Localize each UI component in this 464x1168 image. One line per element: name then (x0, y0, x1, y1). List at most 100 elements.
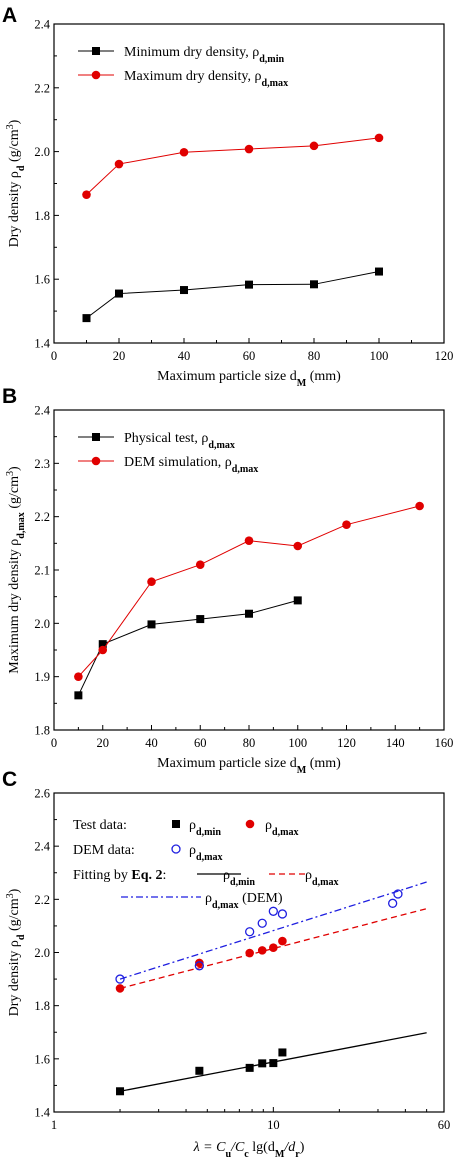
x-tick-label: 60 (438, 1118, 451, 1132)
legend-entry-2: DEM simulation, ρd,max (78, 455, 258, 475)
series-line (86, 271, 380, 319)
fit-line-fit-dem (119, 881, 427, 980)
plot-frame (53, 409, 445, 731)
data-point (375, 267, 383, 276)
series-1 (74, 596, 302, 700)
data-point (196, 615, 205, 624)
data-point (147, 620, 156, 629)
x-tick-label: 40 (145, 736, 158, 750)
legend-label-dem-max-part: d,max (196, 852, 223, 863)
x-axis-label-part: M (297, 378, 307, 389)
data-point (415, 501, 424, 511)
legend-entry-2: Maximum dry density, ρd,max (78, 69, 288, 89)
y-axis-label-part: 3 (5, 893, 16, 898)
legend-label-test-max-part: d,max (272, 827, 299, 838)
series-line (77, 599, 298, 696)
x-tick-label: 80 (308, 349, 321, 363)
y-tick-label: 1.6 (34, 1052, 50, 1066)
y-tick-label: 2.0 (34, 617, 50, 631)
x-axis-label-part: (mm) (306, 369, 341, 384)
y-axis-label-part: Dry density ρ (7, 940, 22, 1016)
legend-label-part: DEM simulation, ρ (124, 455, 232, 470)
legend-label-fit-dem-part: d,max (212, 900, 239, 911)
x-axis-label-part: Maximum particle size d (157, 756, 297, 771)
data-point (278, 936, 287, 946)
y-tick-label: 2.2 (34, 510, 50, 524)
legend-label-test-min-part: d,min (196, 827, 221, 838)
data-point (293, 541, 303, 551)
y-tick-label: 1.8 (34, 999, 50, 1013)
series-2 (74, 501, 424, 681)
data-point (74, 672, 83, 681)
y-axis-label: Dry density ρd (g/cm3) (5, 119, 27, 247)
y-axis-label-part: ) (7, 888, 22, 893)
y-axis-label-part: d (16, 934, 27, 940)
legend-label-dem-max-part: ρ (189, 843, 196, 858)
legend-dem-label-part: DEM data: (73, 843, 135, 858)
x-tick-label: 40 (178, 349, 191, 363)
series-2 (82, 133, 384, 199)
legend-label-fit-min: ρd,min (223, 868, 255, 888)
legend-test-label-part: Test data: (73, 818, 127, 833)
data-point (245, 280, 253, 289)
y-axis-label-part: (g/cm (7, 898, 22, 934)
series-line (78, 505, 420, 678)
data-point (245, 609, 253, 618)
legend-entry-1: Physical test, ρd,max (78, 431, 235, 451)
legend-dem-label: DEM data: (73, 843, 135, 858)
x-axis-label-part: u (225, 1149, 231, 1160)
data-point (147, 577, 156, 587)
data-point (115, 984, 125, 993)
y-axis-label: Dry density ρd (g/cm3) (5, 888, 27, 1016)
legend-label: Physical test, ρd,max (124, 431, 235, 451)
data-point (114, 159, 124, 169)
panel-letter: B (2, 385, 17, 408)
y-tick-label: 2.2 (34, 81, 50, 95)
y-tick-label: 1.9 (34, 670, 50, 684)
data-point (74, 691, 83, 700)
legend-label-fit-min-part: d,min (230, 877, 255, 888)
y-tick-label: 2.6 (34, 787, 50, 801)
data-point (180, 286, 188, 295)
x-axis-label-part: /d (283, 1140, 296, 1155)
chart-panel-c: C 1 10 60 1.4 1.6 1.8 2.0 2.2 2.4 2.6 λ = Cu/Cc lg(… (2, 768, 450, 1160)
data-point (195, 1066, 204, 1075)
data-point (393, 889, 403, 899)
legend-label-fit-min-part: ρ (223, 868, 230, 883)
x-axis-label: Maximum particle size dM (mm) (157, 756, 341, 776)
x-tick-label: 20 (97, 736, 110, 750)
x-axis-label-part: ) (300, 1140, 305, 1155)
data-point (195, 560, 205, 569)
data-point (98, 645, 108, 655)
data-point (388, 898, 398, 908)
legend-label-test-max: ρd,max (265, 818, 299, 838)
legend-fit-label: Fitting by Eq. 2: (73, 868, 166, 883)
legend-marker (91, 70, 101, 80)
legend-label-fit-max-part: ρ (305, 868, 312, 883)
legend-label: Minimum dry density, ρd,min (124, 45, 285, 65)
series-line (86, 137, 380, 196)
x-axis-label-part: (mm) (306, 756, 341, 771)
legend-label-fit-dem-part: ρ (205, 891, 212, 906)
legend-label-part: d,max (262, 78, 289, 89)
y-tick-label: 2.2 (34, 893, 50, 907)
legend-marker-test-min (172, 820, 180, 828)
legend-marker (92, 433, 100, 441)
x-axis-label-part: M (297, 765, 307, 776)
y-tick-label: 1.4 (34, 1106, 50, 1120)
legend-label-part: d,max (208, 440, 235, 451)
legend-label-fit-dem: ρd,max (DEM) (205, 891, 283, 911)
legend-label-fit-dem-part: (DEM) (239, 891, 283, 906)
y-axis-label-part: ) (7, 119, 22, 124)
series-1 (82, 267, 383, 323)
y-axis-label: Maximum dry density ρd,max (g/cm3) (5, 466, 27, 674)
x-axis-label-part: /C (230, 1140, 245, 1155)
legend-fit-label-part: Fitting by (73, 868, 131, 883)
legend-label-part: Maximum dry density, ρ (124, 69, 262, 84)
series-test-min (116, 1048, 287, 1096)
legend-label-test-min: ρd,min (189, 818, 221, 838)
x-axis-label: Maximum particle size dM (mm) (157, 369, 341, 389)
y-tick-label: 2.3 (34, 457, 50, 471)
